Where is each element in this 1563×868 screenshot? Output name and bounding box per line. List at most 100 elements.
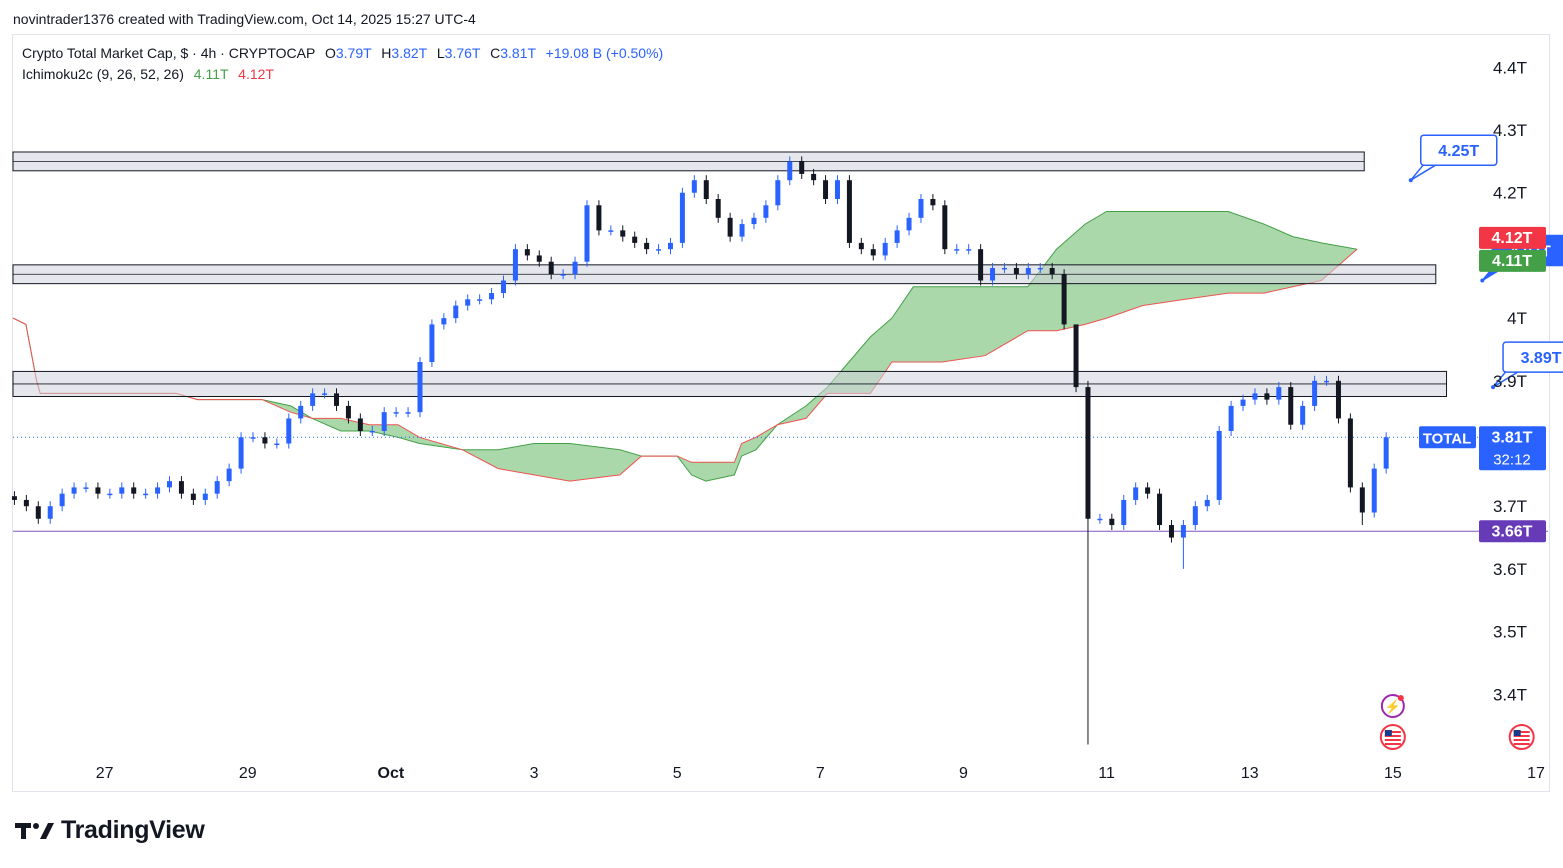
flag-icon-canton: [1384, 730, 1392, 736]
candle-body: [119, 487, 125, 494]
symbol-legend[interactable]: Crypto Total Market Cap, $ · 4h · CRYPTO…: [22, 45, 663, 61]
candle-body: [381, 412, 387, 431]
candle: [1312, 375, 1318, 411]
flag-icon-stripe: [1513, 731, 1530, 733]
candle-body: [966, 249, 972, 251]
candle-body: [1180, 525, 1186, 538]
candle-body: [894, 230, 900, 243]
candle: [47, 501, 53, 524]
y-tick-label: 4T: [1507, 309, 1527, 328]
candle: [1037, 262, 1043, 273]
flag-icon-stripe: [1513, 743, 1530, 745]
candle-body: [942, 205, 948, 250]
candle-body: [667, 242, 673, 250]
economic-event-flag-icon: [1379, 724, 1406, 750]
candle-body: [250, 437, 256, 439]
candle-body: [417, 362, 423, 413]
candle: [1240, 394, 1246, 411]
price-tag-countdown: 32:12: [1493, 451, 1531, 468]
candle: [1145, 482, 1151, 499]
candle: [381, 407, 387, 436]
price-tag: 3.81T 32:12: [1479, 426, 1546, 471]
candle: [703, 175, 709, 205]
indicator-value-a: 4.11T: [193, 66, 229, 82]
candle: [119, 482, 125, 499]
target-box: [1419, 134, 1498, 166]
candle-body: [393, 412, 399, 414]
candle-body: [489, 293, 495, 300]
flag-icon-stripe: [1384, 739, 1401, 741]
candle-body: [477, 299, 483, 301]
candle-body: [322, 393, 328, 395]
candle: [882, 237, 888, 261]
candle: [596, 200, 602, 236]
candles: [11, 156, 1389, 745]
candle-body: [918, 199, 924, 218]
candle-body: [1061, 274, 1067, 325]
earnings-icon: ⚡: [1380, 694, 1405, 718]
candle-body: [763, 205, 769, 218]
candle-body: [95, 487, 101, 494]
candle: [1383, 432, 1389, 474]
candle-body: [644, 242, 650, 250]
candle-body: [59, 493, 65, 507]
candle: [1180, 520, 1186, 569]
candle-body: [572, 261, 578, 275]
candle-body: [1204, 499, 1210, 507]
candle-body: [23, 499, 29, 507]
target-box: [1502, 341, 1563, 373]
candle: [572, 256, 578, 280]
candle: [1085, 380, 1091, 745]
candle-body: [882, 242, 888, 256]
tradingview-logo[interactable]: TradingView: [15, 816, 205, 845]
candle-body: [35, 506, 41, 519]
candle: [727, 212, 733, 242]
candle: [990, 262, 996, 286]
candle-body: [703, 180, 709, 200]
chart-pane[interactable]: [12, 34, 1550, 792]
candle: [226, 463, 232, 487]
candle-body: [870, 249, 876, 256]
candle: [59, 488, 65, 512]
candle-body: [751, 217, 757, 225]
candle-body: [1228, 405, 1234, 431]
indicator-title: Ichimoku2c (9, 26, 52, 26): [22, 66, 184, 82]
candle: [870, 244, 876, 261]
candle-body: [1049, 267, 1055, 275]
high-value: 3.82T: [391, 45, 427, 61]
candle-body: [596, 205, 602, 231]
candle: [787, 156, 793, 186]
candle: [930, 193, 936, 211]
candle: [453, 300, 459, 324]
candle: [1073, 324, 1079, 393]
candle: [1013, 262, 1019, 280]
candle-body: [131, 487, 137, 494]
y-tick-label: 4.2T: [1493, 184, 1527, 203]
candle: [894, 225, 900, 248]
target-callout-1: 4.25T: [1408, 134, 1498, 183]
economic-event-flag-icon: [1508, 724, 1535, 750]
x-tick-label: 27: [96, 765, 114, 782]
candle: [679, 187, 685, 248]
candle-body: [226, 468, 232, 482]
candle-body: [1001, 267, 1007, 270]
candle-body: [906, 217, 912, 231]
candle-body: [990, 267, 996, 281]
candle-body: [1324, 380, 1330, 383]
candle-body: [656, 249, 662, 251]
candle: [405, 407, 411, 418]
candle-body: [846, 180, 852, 243]
symbol-tag-label: TOTAL: [1423, 430, 1472, 447]
candle: [310, 388, 316, 411]
indicator-legend[interactable]: Ichimoku2c (9, 26, 52, 26) 4.11T 4.12T: [22, 66, 274, 82]
candle: [465, 294, 471, 311]
flag-icon-stripe: [1384, 731, 1401, 733]
candle: [620, 225, 626, 242]
price-tag-value: 3.81T: [1492, 429, 1533, 446]
candle-body: [1025, 267, 1031, 275]
candle-body: [11, 496, 17, 500]
candle-body: [465, 299, 471, 306]
candle: [1049, 262, 1055, 280]
candle: [83, 482, 89, 493]
